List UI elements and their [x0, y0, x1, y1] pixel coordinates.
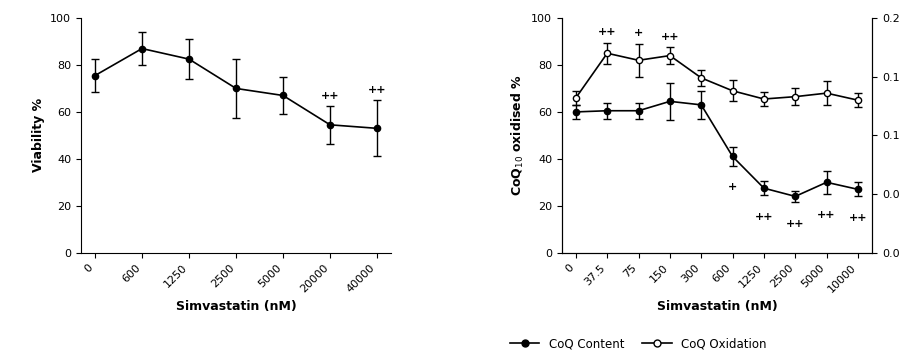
- Text: +: +: [634, 28, 643, 38]
- Text: ++: ++: [754, 212, 773, 222]
- Text: ++: ++: [321, 91, 339, 101]
- Y-axis label: Viability %: Viability %: [31, 98, 45, 173]
- Text: ++: ++: [368, 86, 387, 96]
- Text: ++: ++: [598, 27, 617, 37]
- Text: ++: ++: [817, 210, 836, 221]
- X-axis label: Simvastatin (nM): Simvastatin (nM): [175, 300, 297, 313]
- X-axis label: Simvastatin (nM): Simvastatin (nM): [656, 300, 778, 313]
- Legend: CoQ Content, CoQ Oxidation: CoQ Content, CoQ Oxidation: [505, 332, 771, 355]
- Text: +: +: [728, 182, 737, 192]
- Text: ++: ++: [661, 31, 679, 42]
- Y-axis label: CoQ$_{10}$ oxidised %: CoQ$_{10}$ oxidised %: [510, 74, 526, 196]
- Text: ++: ++: [849, 213, 868, 223]
- Text: ++: ++: [786, 219, 805, 229]
